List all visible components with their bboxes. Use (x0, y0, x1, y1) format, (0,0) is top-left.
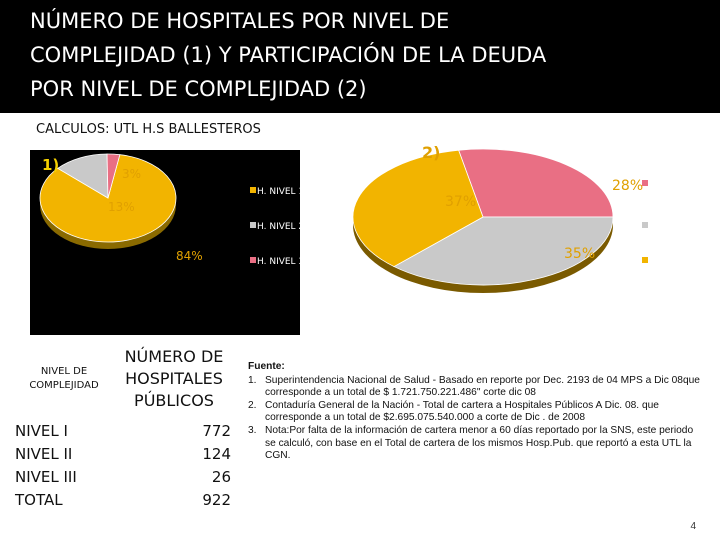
row-value: 124 (202, 444, 231, 463)
chart-2-marker: 2) (422, 143, 440, 162)
chart-1-slice-3 (106, 153, 121, 199)
chart-2-slice-2 (393, 216, 614, 286)
legend-swatch-nivel-2 (250, 222, 256, 228)
table-row: NIVEL III 26 (15, 465, 235, 488)
row-label: NIVEL I (15, 421, 68, 440)
chart-1-label-nivel-3: 3% (122, 167, 141, 181)
title-line-2: COMPLEJIDAD (1) Y PARTICIPACIÓN DE LA DE… (30, 43, 547, 67)
chart-2-svg: 2) 28% 37% 35% H. NIVEL 1 H. NIVEL 2 H. … (352, 143, 696, 293)
row-value: 772 (202, 421, 231, 440)
chart-2-label-nivel-3: 35% (564, 246, 595, 262)
chart-1-svg: 1) 3% 13% 84% H. NIVEL 1 H. NIVEL 2 H. N… (39, 153, 304, 267)
chart-2-slice-1 (458, 148, 614, 218)
chart-1-label-nivel-2: 13% (108, 200, 135, 214)
chart-1-label-nivel-1: 84% (176, 249, 203, 263)
chart-1-panel: 1) 3% 13% 84% H. NIVEL 1 H. NIVEL 2 H. N… (30, 150, 304, 335)
legend-label-nivel-2: H. NIVEL 2 (257, 222, 300, 232)
note-item: 3. Nota:Por falta de la información de c… (248, 425, 703, 463)
chart-1-legend: H. NIVEL 1 H. NIVEL 2 H. NIVEL 3 (250, 187, 304, 267)
chart-2-slice-3 (352, 149, 484, 268)
chart-2-legend: H. NIVEL 1 H. NIVEL 2 H. NIVEL 3 (642, 180, 696, 267)
header-count: NÚMERO DE HOSPITALES PÚBLICOS (124, 347, 224, 410)
table-row: NIVEL I 772 (15, 415, 235, 442)
hospitals-table: NIVEL DE COMPLEJIDAD NÚMERO DE HOSPITALE… (15, 343, 235, 511)
legend-2-label-nivel-1: H. NIVEL 1 (649, 180, 696, 190)
note-text: Contaduría General de la Nación - Total … (265, 399, 659, 424)
chart-2-label-nivel-2: 37% (445, 194, 476, 210)
table-header-row: NIVEL DE COMPLEJIDAD NÚMERO DE HOSPITALE… (15, 343, 235, 415)
legend-2-swatch-nivel-3 (642, 257, 648, 263)
subtitle: CALCULOS: UTL H.S BALLESTEROS (36, 122, 261, 137)
header-level: NIVEL DE COMPLEJIDAD (29, 366, 99, 391)
chart-1-marker: 1) (42, 156, 59, 174)
legend-2-label-nivel-2: H. NIVEL 2 (649, 222, 696, 232)
legend-2-label-nivel-3: H. NIVEL 3 (649, 257, 696, 267)
title-line-1: NÚMERO DE HOSPITALES POR NIVEL DE (30, 9, 450, 33)
row-label: NIVEL II (15, 444, 73, 463)
table-row: NIVEL II 124 (15, 442, 235, 465)
note-item: 2. Contaduría General de la Nación - Tot… (248, 400, 703, 425)
page-title: NÚMERO DE HOSPITALES POR NIVEL DE COMPLE… (30, 4, 710, 106)
row-label: NIVEL III (15, 467, 77, 486)
title-line-3: POR NIVEL DE COMPLEJIDAD (2) (30, 77, 367, 101)
legend-label-nivel-1: H. NIVEL 1 (257, 187, 300, 197)
note-number: 1. (248, 374, 257, 386)
note-number: 2. (248, 399, 257, 411)
note-item: 1. Superintendencia Nacional de Salud - … (248, 375, 703, 400)
legend-2-swatch-nivel-1 (642, 180, 648, 186)
legend-swatch-nivel-3 (250, 257, 256, 263)
chart-2-panel: 2) 28% 37% 35% H. NIVEL 1 H. NIVEL 2 H. … (305, 133, 700, 303)
note-number: 3. (248, 424, 257, 436)
row-value: 922 (202, 490, 231, 509)
legend-label-nivel-3: H. NIVEL 3 (257, 257, 300, 267)
legend-2-swatch-nivel-2 (642, 222, 648, 228)
note-text: Superintendencia Nacional de Salud - Bas… (265, 374, 700, 399)
note-text: Nota:Por falta de la información de cart… (265, 424, 694, 462)
row-label: TOTAL (15, 490, 63, 509)
page-number: 4 (690, 521, 696, 532)
legend-swatch-nivel-1 (250, 187, 256, 193)
source-notes: Fuente: 1. Superintendencia Nacional de … (248, 361, 703, 463)
chart-2-label-nivel-1: 28% (612, 178, 643, 194)
title-band: NÚMERO DE HOSPITALES POR NIVEL DE COMPLE… (0, 0, 720, 113)
notes-heading: Fuente: (248, 361, 285, 372)
row-value: 26 (211, 467, 231, 486)
chart-1-slice-2 (57, 153, 109, 199)
table-row: TOTAL 922 (15, 488, 235, 511)
